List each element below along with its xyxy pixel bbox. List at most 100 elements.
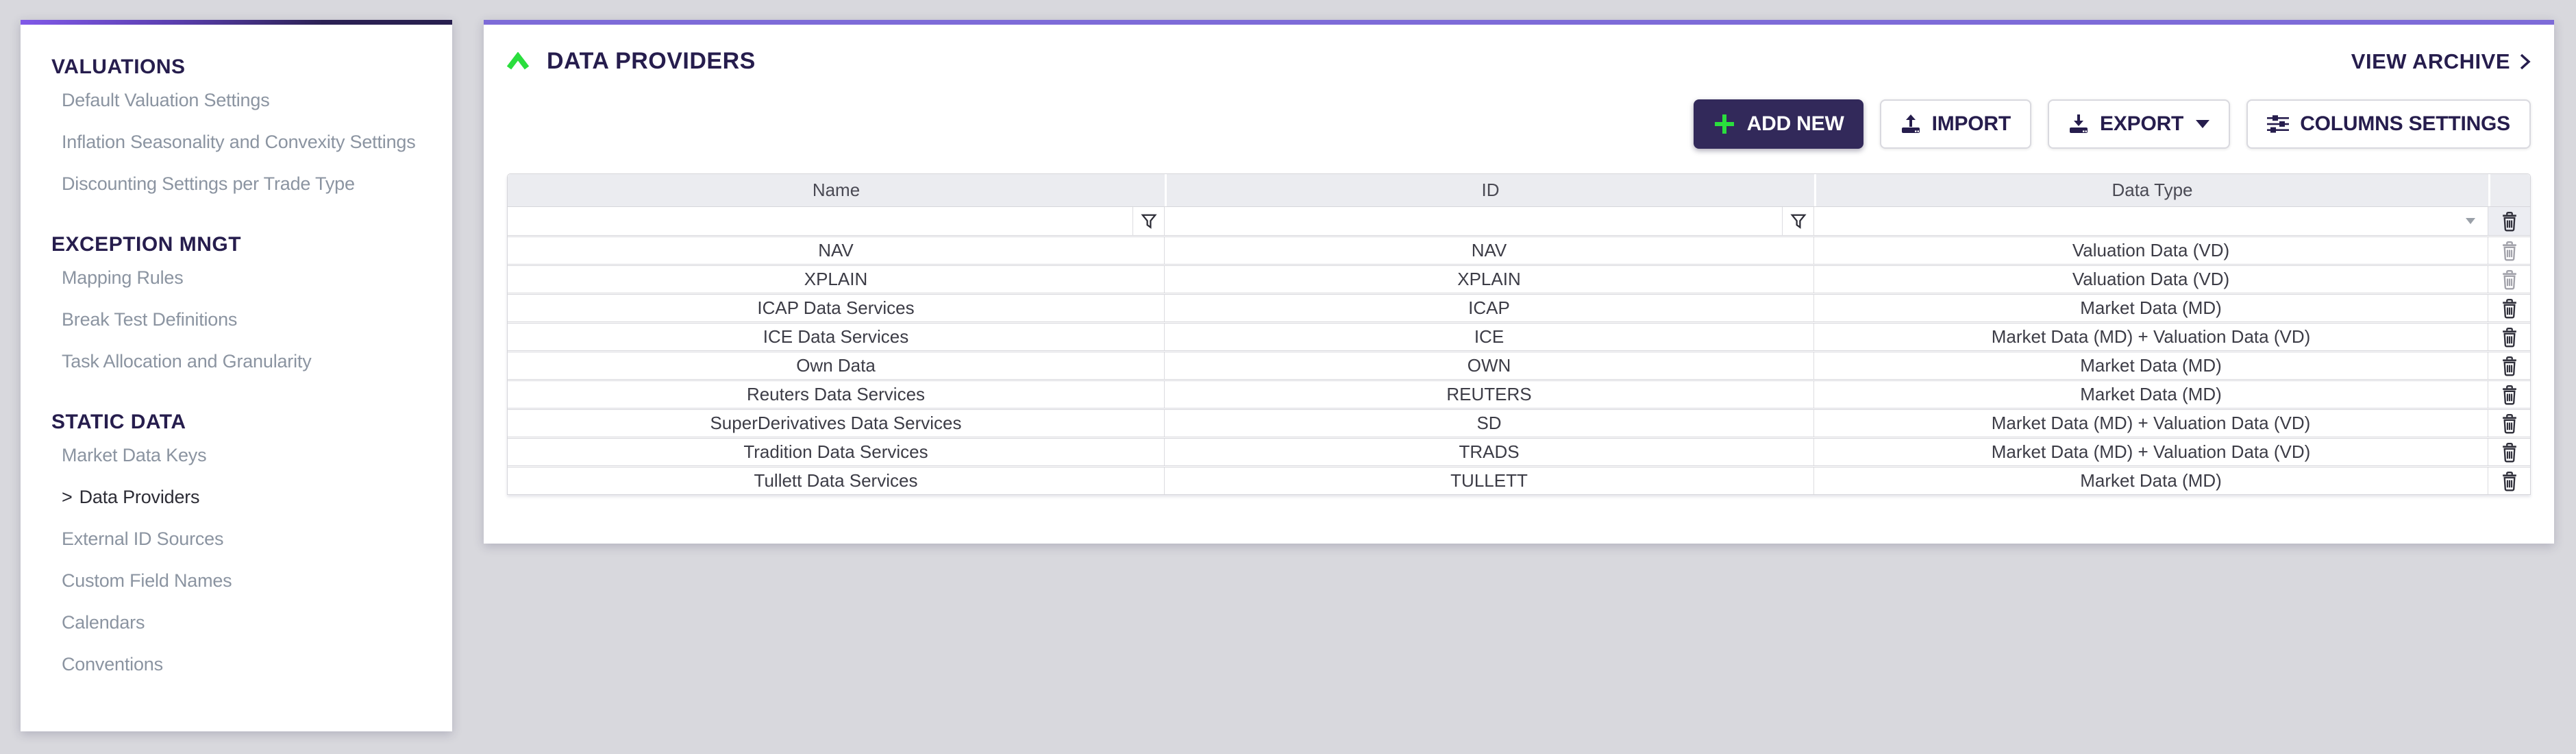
sidebar-section: STATIC DATA>Market Data Keys > Data Provid…: [51, 410, 440, 685]
delete-row-button: [2501, 241, 2518, 261]
name-filter-input[interactable]: [508, 207, 1132, 235]
cell-actions: [2488, 324, 2530, 350]
cell-actions: [2488, 266, 2530, 293]
sidebar-item-default-valuation-settings[interactable]: >Default Valuation Settings: [62, 80, 440, 121]
table-row: SuperDerivatives Data Services SD Market D…: [508, 408, 2530, 437]
cell-name: ICE Data Services: [508, 324, 1165, 350]
settings-sidebar: VALUATIONS>Default Valuation Settings>In…: [21, 20, 452, 731]
cell-actions: [2488, 295, 2530, 321]
sidebar-item-break-test-definitions[interactable]: >Break Test Definitions: [62, 299, 440, 341]
sidebar-section-heading: EXCEPTION MNGT: [51, 233, 242, 256]
cell-id: ICE: [1165, 324, 1814, 350]
delete-row-button[interactable]: [2501, 471, 2518, 491]
panel-content: DATA PROVIDERS VIEW ARCHIVE: [484, 48, 2554, 495]
sidebar-item-mapping-rules[interactable]: >Mapping Rules: [62, 257, 440, 299]
column-header-actions: [2488, 174, 2530, 206]
trash-icon: [2501, 298, 2518, 319]
sidebar-item-label: External ID Sources: [62, 528, 224, 549]
data-providers-table: Name ID Data Type NAV NAV Valuation Data (VD…: [507, 173, 2531, 495]
delete-row-button[interactable]: [2501, 413, 2518, 434]
table-row: Tullett Data Services TULLETT Market Data …: [508, 465, 2530, 494]
table-row: XPLAIN XPLAIN Valuation Data (VD): [508, 264, 2530, 293]
table-row: ICE Data Services ICE Market Data (MD) + V…: [508, 321, 2530, 350]
cell-name: Own Data: [508, 352, 1165, 379]
data-providers-panel: DATA PROVIDERS VIEW ARCHIVE: [484, 20, 2554, 544]
add-new-button[interactable]: ADD NEW: [1693, 99, 1863, 149]
panel-title: DATA PROVIDERS: [547, 48, 756, 74]
cell-data-type: Market Data (MD): [1814, 381, 2488, 408]
cell-data-type: Valuation Data (VD): [1814, 237, 2488, 264]
view-archive-label: VIEW ARCHIVE: [2351, 49, 2510, 73]
trash-icon: [2501, 327, 2518, 348]
sidebar-item-label: Conventions: [62, 654, 163, 674]
import-label: IMPORT: [1931, 112, 2011, 135]
column-header-name[interactable]: Name: [508, 174, 1165, 206]
caret-down-icon: [2196, 120, 2210, 128]
cell-actions: [2488, 467, 2530, 494]
cell-actions: [2488, 381, 2530, 408]
sidebar-item-conventions[interactable]: >Conventions: [62, 644, 440, 685]
delete-row-button[interactable]: [2501, 298, 2518, 319]
sidebar-item-external-id-sources[interactable]: >External ID Sources: [62, 518, 440, 560]
sidebar-item-label: Inflation Seasonality and Convexity Sett…: [62, 132, 416, 152]
cell-actions: [2488, 439, 2530, 465]
data-type-filter-input[interactable]: [1814, 207, 2466, 235]
panel-header: DATA PROVIDERS VIEW ARCHIVE: [507, 48, 2531, 75]
columns-settings-button[interactable]: COLUMNS SETTINGS: [2246, 99, 2531, 149]
id-filter-input[interactable]: [1165, 207, 1782, 235]
export-button[interactable]: EXPORT: [2048, 99, 2231, 149]
cell-id: REUTERS: [1165, 381, 1814, 408]
sidebar-item-label: Default Valuation Settings: [62, 90, 270, 110]
cell-data-type: Market Data (MD) + Valuation Data (VD): [1814, 439, 2488, 465]
data-type-filter-caret-icon[interactable]: [2466, 218, 2475, 224]
cell-id: TRADS: [1165, 439, 1814, 465]
cell-data-type: Market Data (MD): [1814, 295, 2488, 321]
import-button[interactable]: IMPORT: [1879, 99, 2032, 149]
sidebar-item-market-data-keys[interactable]: >Market Data Keys: [62, 435, 440, 476]
cell-actions: [2488, 410, 2530, 437]
toolbar: ADD NEW IMPORT: [507, 99, 2531, 149]
cell-actions: [2488, 237, 2530, 264]
name-filter-button[interactable]: [1132, 207, 1164, 235]
sidebar-item-label: Task Allocation and Granularity: [62, 351, 312, 372]
id-filter-button[interactable]: [1782, 207, 1813, 235]
cell-data-type: Market Data (MD) + Valuation Data (VD): [1814, 324, 2488, 350]
sidebar-item-label: Calendars: [62, 612, 145, 633]
cell-name: Tradition Data Services: [508, 439, 1165, 465]
sidebar-nav: VALUATIONS>Default Valuation Settings>In…: [21, 25, 452, 685]
cell-name: NAV: [508, 237, 1165, 264]
sidebar-item-custom-field-names[interactable]: >Custom Field Names: [62, 560, 440, 602]
sidebar-item-discounting-settings-per-trade-type[interactable]: >Discounting Settings per Trade Type: [62, 163, 440, 205]
delete-row-button[interactable]: [2501, 385, 2518, 405]
delete-row-button[interactable]: [2501, 327, 2518, 348]
delete-row-button[interactable]: [2501, 356, 2518, 376]
cell-data-type: Market Data (MD): [1814, 352, 2488, 379]
sidebar-item-inflation-seasonality-and-convexity-settings[interactable]: >Inflation Seasonality and Convexity Set…: [62, 121, 440, 163]
filter-row-delete-cell: [2488, 207, 2530, 235]
trash-icon: [2501, 241, 2518, 261]
trash-icon: [2501, 356, 2518, 376]
cell-id: SD: [1165, 410, 1814, 437]
name-filter-cell: [508, 207, 1165, 235]
sidebar-item-label: Discounting Settings per Trade Type: [62, 173, 355, 194]
table-header-row: Name ID Data Type: [508, 174, 2530, 206]
sidebar-item-calendars[interactable]: >Calendars: [62, 602, 440, 644]
delete-row-button: [2501, 269, 2518, 290]
delete-row-button[interactable]: [2501, 442, 2518, 463]
trash-icon: [2501, 211, 2518, 232]
cell-name: Reuters Data Services: [508, 381, 1165, 408]
columns-settings-label: COLUMNS SETTINGS: [2300, 112, 2510, 135]
trash-icon: [2501, 269, 2518, 290]
download-icon: [2068, 114, 2089, 134]
column-header-data-type[interactable]: Data Type: [1814, 174, 2488, 206]
sidebar-section: VALUATIONS>Default Valuation Settings>In…: [51, 55, 440, 205]
sidebar-item-task-allocation-and-granularity[interactable]: >Task Allocation and Granularity: [62, 341, 440, 382]
add-new-label: ADD NEW: [1746, 112, 1844, 135]
column-header-id[interactable]: ID: [1165, 174, 1814, 206]
view-archive-link[interactable]: VIEW ARCHIVE: [2351, 49, 2531, 74]
collapse-chevron-up-icon[interactable]: [507, 51, 529, 71]
active-item-prefix: >: [62, 487, 73, 507]
sidebar-item-label: Market Data Keys: [62, 445, 207, 465]
trash-icon: [2501, 413, 2518, 434]
sidebar-item-data-providers[interactable]: > Data Providers: [62, 476, 440, 518]
